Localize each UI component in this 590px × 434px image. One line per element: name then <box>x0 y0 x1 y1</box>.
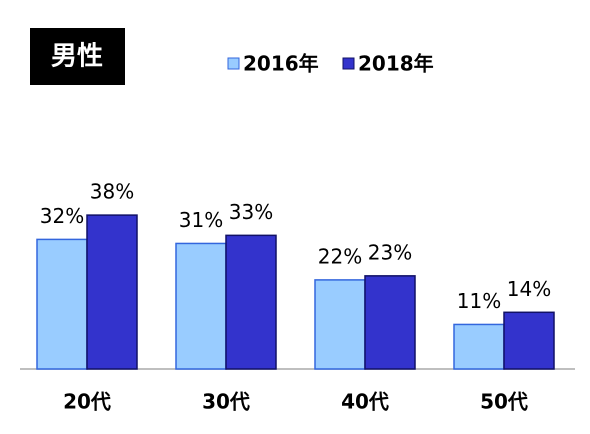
bar <box>175 242 227 370</box>
legend-swatch <box>342 57 355 70</box>
data-label: 11% <box>457 289 501 313</box>
bar <box>225 234 277 370</box>
data-label: 33% <box>229 200 273 224</box>
legend-label: 2016年 <box>243 52 319 76</box>
legend: 2016年 2018年 <box>227 52 434 76</box>
bar <box>503 311 555 370</box>
legend-label: 2018年 <box>358 52 434 76</box>
x-tick-label: 50代 <box>480 390 528 414</box>
bar <box>453 323 505 370</box>
bar <box>364 275 416 370</box>
x-tick-label: 40代 <box>341 390 389 414</box>
data-label: 32% <box>40 204 84 228</box>
data-label: 22% <box>318 244 362 268</box>
data-label: 23% <box>368 240 412 264</box>
chart-title: 男性 <box>51 42 103 72</box>
bar <box>36 238 88 370</box>
x-tick-label: 20代 <box>63 390 111 414</box>
title-box <box>30 28 125 85</box>
data-label: 14% <box>507 277 551 301</box>
legend-swatch <box>227 57 240 70</box>
data-label: 31% <box>179 208 223 232</box>
x-tick-label: 30代 <box>202 390 250 414</box>
bar <box>314 279 366 370</box>
data-label: 38% <box>90 180 134 204</box>
bar <box>86 214 138 370</box>
